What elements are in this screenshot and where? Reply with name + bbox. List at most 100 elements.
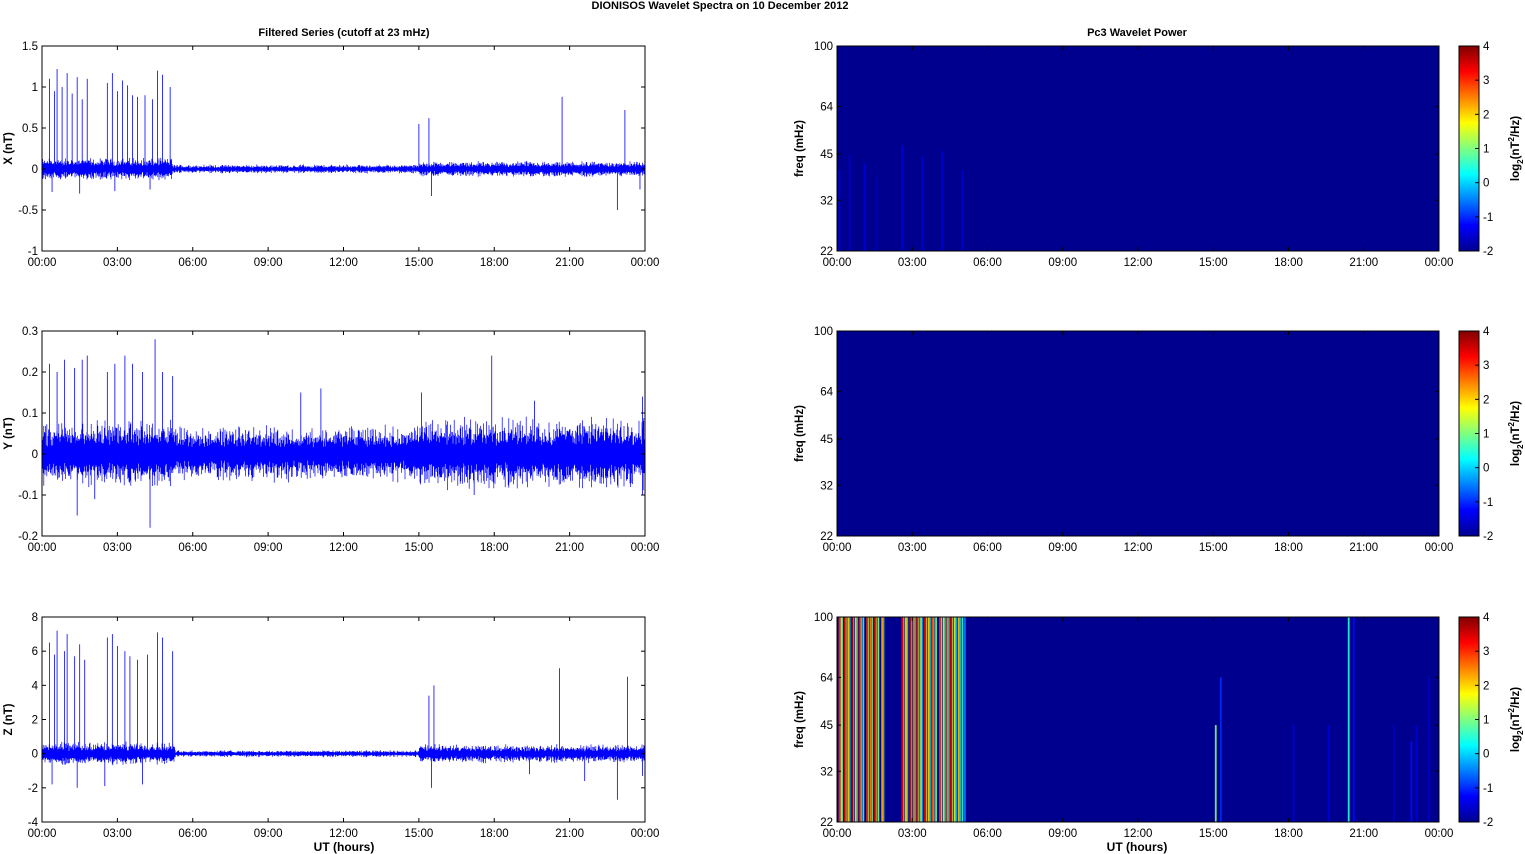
heatmap-background bbox=[837, 331, 1439, 536]
power-streak bbox=[961, 617, 964, 822]
power-streak bbox=[944, 617, 946, 822]
colorbar-label: log2(nT2/Hz) bbox=[1507, 687, 1525, 752]
x-tick-label: 00:00 bbox=[1425, 542, 1454, 554]
x-tick-label: 00:00 bbox=[823, 257, 852, 269]
left-x-axis-label: UT (hours) bbox=[314, 840, 375, 854]
power-streak bbox=[863, 163, 866, 251]
colorbar-label: log2(nT2/Hz) bbox=[1507, 116, 1525, 181]
colorbar-tick-label: -2 bbox=[1483, 246, 1493, 258]
power-streak bbox=[862, 617, 865, 822]
power-streak bbox=[935, 617, 937, 822]
x-tick-label: 06:00 bbox=[973, 257, 1002, 269]
power-streak bbox=[955, 617, 958, 822]
power-streak bbox=[876, 177, 879, 251]
power-streak bbox=[948, 617, 950, 822]
x-tick-label: 06:00 bbox=[178, 828, 207, 840]
colorbar-tick-label: 2 bbox=[1483, 109, 1489, 121]
power-streak bbox=[1415, 725, 1418, 822]
y-tick-label: -0.1 bbox=[18, 490, 38, 502]
colorbar-label-part: 2 bbox=[1507, 707, 1516, 712]
x-tick-label: 21:00 bbox=[555, 257, 584, 269]
power-streak bbox=[933, 617, 935, 822]
y-tick-label: 45 bbox=[820, 434, 833, 446]
power-streak bbox=[869, 617, 872, 822]
right-x-axis-label: UT (hours) bbox=[1107, 840, 1168, 854]
power-streak bbox=[957, 617, 960, 822]
x-tick-label: 12:00 bbox=[329, 828, 358, 840]
y-tick-label: 64 bbox=[820, 672, 833, 684]
y-tick-label: 6 bbox=[32, 646, 38, 658]
x-tick-label: 09:00 bbox=[1048, 542, 1077, 554]
colorbar-label-part: (nT bbox=[1510, 712, 1522, 730]
y-tick-label: 100 bbox=[814, 612, 833, 624]
power-streak bbox=[922, 617, 924, 822]
power-streak bbox=[881, 617, 884, 822]
colorbar-tick-label: 2 bbox=[1483, 394, 1489, 406]
y-tick-label: 4 bbox=[32, 680, 39, 692]
x-tick-label: 18:00 bbox=[1274, 257, 1303, 269]
y-tick-label: 45 bbox=[820, 720, 833, 732]
power-streak bbox=[912, 617, 915, 822]
y-axis-label: Y (nT) bbox=[3, 417, 15, 450]
x-tick-label: 09:00 bbox=[1048, 828, 1077, 840]
x-tick-label: 12:00 bbox=[329, 542, 358, 554]
x-tick-label: 21:00 bbox=[1349, 828, 1378, 840]
power-streak bbox=[1392, 725, 1395, 822]
x-tick-label: 15:00 bbox=[1199, 828, 1228, 840]
y-tick-label: 45 bbox=[820, 149, 833, 161]
colorbar-tick-label: 3 bbox=[1483, 360, 1489, 372]
y-tick-label: 100 bbox=[814, 326, 833, 338]
x-tick-label: 15:00 bbox=[404, 828, 433, 840]
colorbar-label-part: /Hz) bbox=[1510, 401, 1522, 422]
power-streak bbox=[1214, 725, 1217, 822]
y-tick-label: -2 bbox=[28, 783, 38, 795]
x-tick-label: 03:00 bbox=[898, 257, 927, 269]
x-tick-label: 03:00 bbox=[898, 542, 927, 554]
x-tick-label: 12:00 bbox=[329, 257, 358, 269]
y-axis-label: freq (mHz) bbox=[794, 405, 806, 462]
x-tick-label: 06:00 bbox=[973, 828, 1002, 840]
x-tick-label: 00:00 bbox=[631, 257, 660, 269]
y-tick-label: 1.5 bbox=[22, 41, 38, 53]
heatmap-background bbox=[837, 617, 1439, 822]
left-column-title: Filtered Series (cutoff at 23 mHz) bbox=[258, 27, 429, 39]
power-streak bbox=[858, 617, 861, 822]
power-streak bbox=[906, 617, 909, 822]
power-streak bbox=[905, 617, 907, 822]
panel-line-x: 1.5 1 0.5 0 -0.5 -1 X (nT) 00:00 03:00 06:00 09:00… bbox=[3, 41, 659, 269]
power-streak bbox=[901, 145, 904, 251]
power-streak bbox=[845, 617, 847, 822]
power-streak bbox=[854, 617, 857, 822]
power-streak bbox=[1219, 677, 1222, 822]
y-tick-label: 100 bbox=[814, 41, 833, 53]
power-streak bbox=[946, 617, 949, 822]
y-tick-label: 22 bbox=[820, 817, 833, 829]
x-tick-label: 00:00 bbox=[1425, 828, 1454, 840]
power-streak bbox=[871, 617, 874, 822]
x-tick-label: 09:00 bbox=[254, 828, 283, 840]
x-tick-label: 12:00 bbox=[1124, 542, 1153, 554]
colorbar-label-part: 2 bbox=[1507, 421, 1516, 426]
colorbar-label-part: (nT bbox=[1510, 141, 1522, 159]
x-tick-label: 03:00 bbox=[103, 542, 132, 554]
y-tick-label: 22 bbox=[820, 246, 833, 258]
colorbar-tick-label: -1 bbox=[1483, 783, 1493, 795]
x-tick-label: 09:00 bbox=[254, 542, 283, 554]
colorbar-label-part: 2 bbox=[1516, 444, 1525, 449]
x-tick-label: 09:00 bbox=[1048, 257, 1077, 269]
x-tick-label: 06:00 bbox=[973, 542, 1002, 554]
power-streak bbox=[1352, 617, 1355, 822]
power-streak bbox=[959, 617, 961, 822]
x-tick-label: 15:00 bbox=[1199, 542, 1228, 554]
power-streak bbox=[942, 617, 945, 822]
colorbar-label-part: (nT bbox=[1510, 426, 1522, 444]
colorbar-tick-label: 4 bbox=[1483, 612, 1490, 624]
power-streak bbox=[856, 617, 859, 822]
y-tick-label: -0.5 bbox=[18, 205, 38, 217]
power-streak bbox=[848, 154, 851, 251]
y-tick-label: 64 bbox=[820, 386, 833, 398]
x-tick-label: 00:00 bbox=[823, 542, 852, 554]
x-tick-label: 18:00 bbox=[1274, 542, 1303, 554]
